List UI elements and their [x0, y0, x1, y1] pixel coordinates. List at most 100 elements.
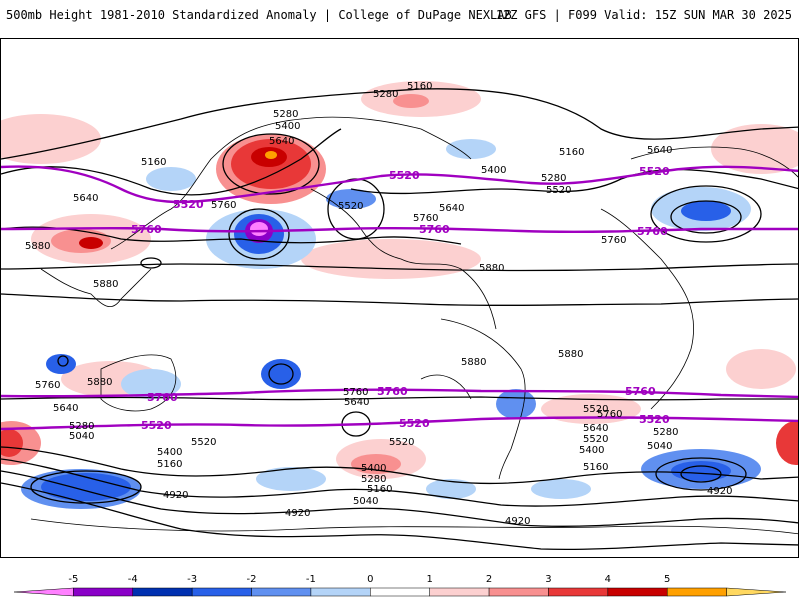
- colorbar-segment: [13, 587, 74, 597]
- contour-line: [1, 293, 798, 306]
- contour-5760-south: [1, 388, 798, 399]
- contour-label: 5040: [69, 431, 94, 442]
- colorbar-tick-label: -4: [128, 574, 138, 585]
- contour-labels: 5160 5280 5280 5400 5640 5160 5400 5280 …: [25, 81, 732, 527]
- contour-label: 4920: [285, 508, 310, 519]
- contour-label: 5760: [35, 380, 60, 391]
- contour-label: 5880: [461, 357, 486, 368]
- contour-label: 5400: [361, 463, 386, 474]
- anomaly-negative-area: [261, 359, 301, 389]
- highlight-label: 5520: [399, 417, 430, 430]
- contour-label: 5400: [579, 445, 604, 456]
- contour-label: 5280: [373, 89, 398, 100]
- contour-line: [1, 482, 798, 551]
- colorbar-segment: [251, 587, 312, 597]
- contour-label: 5160: [157, 459, 182, 470]
- colorbar-tick-label: -1: [306, 574, 316, 585]
- colorbar-tick-label: 2: [486, 574, 492, 585]
- anomaly-negative-area: [681, 201, 731, 221]
- contour-5520-north: [1, 165, 798, 204]
- height-contours: [1, 88, 798, 551]
- coastline-asia-north: [110, 116, 472, 250]
- contour-closed: [57, 355, 69, 367]
- contour-label: 5760: [211, 200, 236, 211]
- colorbar-tick-label: 0: [367, 574, 373, 585]
- colorbar-segment: [191, 587, 252, 597]
- anomaly-positive-area: [776, 421, 798, 465]
- colorbar-segment: [548, 587, 609, 597]
- contour-label: 5640: [439, 203, 464, 214]
- contour-label: 4920: [505, 516, 530, 527]
- anomaly-negative-area: [426, 479, 476, 499]
- colorbar-tick-label: 4: [605, 574, 611, 585]
- contour-label: 5880: [93, 279, 118, 290]
- contour-label: 5760: [413, 213, 438, 224]
- colorbar-segment: [607, 587, 668, 597]
- contour-5520-south: [1, 416, 798, 431]
- anomaly-negative-area: [671, 461, 731, 481]
- anomaly-negative-area: [326, 189, 376, 209]
- contour-line: [350, 168, 798, 195]
- contour-label: 4920: [707, 486, 732, 497]
- anomaly-negative-core: [250, 222, 268, 236]
- contour-label: 5640: [269, 136, 294, 147]
- anomaly-negative-area: [41, 473, 131, 501]
- anomaly-map: 5160 5280 5280 5400 5640 5160 5400 5280 …: [1, 81, 798, 551]
- coastline-south-asia: [40, 268, 152, 308]
- anomaly-positive-area: [726, 349, 796, 389]
- contour-label: 5880: [479, 263, 504, 274]
- contour-label: 5760: [597, 409, 622, 420]
- contour-line: [1, 458, 798, 507]
- contour-closed: [655, 457, 747, 491]
- highlight-label: 5520: [141, 419, 172, 432]
- colorbar-tick-label: 1: [427, 574, 433, 585]
- contour-label: 5760: [601, 235, 626, 246]
- anomaly-shading: [1, 81, 798, 509]
- coastline-australia: [100, 354, 177, 412]
- map-panel: 5160 5280 5280 5400 5640 5160 5400 5280 …: [0, 38, 799, 558]
- colorbar-segment: [666, 587, 727, 597]
- highlight-label: 5760: [637, 225, 668, 238]
- colorbar-segment: [429, 587, 490, 597]
- colorbar-segment: [132, 587, 193, 597]
- contour-closed: [222, 133, 320, 195]
- contour-label: 5880: [87, 377, 112, 388]
- highlight-label: 5520: [639, 165, 670, 178]
- colorbar-tick-label: -3: [187, 574, 197, 585]
- anomaly-positive-area: [1, 429, 23, 457]
- contour-label: 5520: [583, 404, 608, 415]
- coastline-europe: [630, 146, 798, 178]
- contour-label: 5040: [353, 496, 378, 507]
- contour-label: 5640: [53, 403, 78, 414]
- contour-line: [1, 396, 798, 401]
- highlight-label: 5760: [419, 223, 450, 236]
- contour-label: 5640: [647, 145, 672, 156]
- anomaly-positive-core: [265, 151, 277, 159]
- highlight-label: 5520: [639, 413, 670, 426]
- highlight-label: 5760: [377, 385, 408, 398]
- coastlines: [30, 116, 798, 535]
- coastline-north-america: [310, 188, 497, 330]
- highlight-label: 5520: [389, 169, 420, 182]
- contour-line: [1, 88, 798, 160]
- anomaly-negative-area: [256, 467, 326, 491]
- contour-label: 5160: [367, 484, 392, 495]
- coastline-south-america: [440, 318, 526, 480]
- colorbar-tick-label: -2: [247, 574, 257, 585]
- header: 500mb Height 1981-2010 Standardized Anom…: [0, 0, 800, 34]
- contour-line: [1, 446, 798, 485]
- contour-closed: [670, 200, 742, 234]
- model-run-info: 12Z GFS | F099 Valid: 15Z SUN MAR 30 202…: [495, 8, 792, 22]
- anomaly-negative-area: [496, 389, 536, 419]
- highlight-labels: 5520 5760 5520 5760 5520 5760 5760 5520 …: [131, 165, 670, 432]
- anomaly-positive-area: [1, 114, 101, 164]
- contour-line: [1, 128, 342, 196]
- contour-label: 5880: [558, 349, 583, 360]
- contour-label: 5520: [583, 434, 608, 445]
- contour-label: 5280: [273, 109, 298, 120]
- coastline-antarctica: [30, 518, 798, 535]
- anomaly-negative-area: [531, 479, 591, 499]
- anomaly-negative-area: [146, 167, 196, 191]
- contour-label: 5640: [73, 193, 98, 204]
- contour-label: 5040: [647, 441, 672, 452]
